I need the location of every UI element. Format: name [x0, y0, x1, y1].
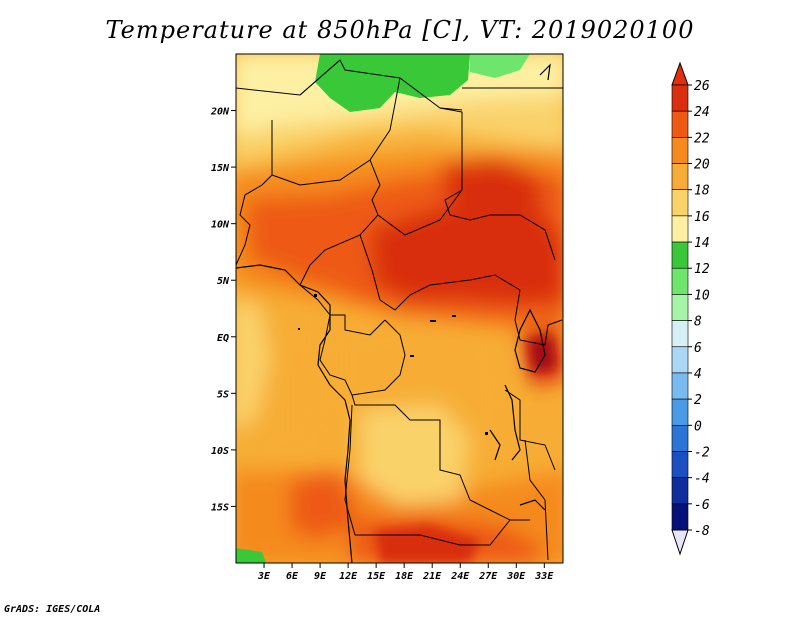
lat-tick-label: 5S [217, 389, 229, 400]
lon-tick-label: 9E [314, 571, 327, 582]
lake-markers [298, 294, 488, 435]
lon-tick-label: 15E [367, 571, 386, 582]
lon-tick-label: 3E [257, 571, 271, 582]
colorbar-swatch [671, 503, 689, 531]
lon-tick-label: 30E [506, 571, 526, 582]
lon-tick-label: 21E [422, 571, 442, 582]
cold-patch-southwest [236, 548, 266, 563]
map-title: Temperature at 850hPa [C], VT: 201902010… [105, 16, 695, 44]
colorbar-swatch [671, 267, 689, 295]
temperature-field [236, 54, 563, 563]
colorbar-lower-arrow [671, 529, 689, 556]
colorbar-label: 2 [694, 393, 702, 408]
colorbar-swatch [671, 477, 689, 505]
cold-patch-north [315, 54, 470, 112]
colorbar-swatch [671, 294, 689, 321]
lon-tick-label: 12E [339, 571, 358, 582]
colorbar-label: 10 [694, 288, 710, 303]
lat-tick-label: 10S [211, 446, 229, 457]
colorbar-swatch [671, 163, 689, 191]
colorbar-swatch [671, 110, 689, 138]
political-borders [236, 59, 563, 561]
field-regions [236, 54, 563, 563]
colorbar-label: 0 [694, 419, 702, 434]
colorbar-label: -6 [694, 498, 710, 513]
latitude-axis: 20N 15N 10N 5N EQ 5S 10S 15S [210, 107, 236, 513]
colorbar-label: 14 [694, 236, 710, 251]
colorbar-label: 16 [694, 210, 710, 225]
colorbar-swatch [671, 372, 689, 400]
lat-tick-label: 15S [211, 502, 229, 513]
colorbar-label: -8 [694, 524, 710, 539]
lat-tick-label: EQ [217, 333, 229, 344]
colorbar-label: 4 [694, 367, 702, 382]
colorbar-swatch [671, 137, 689, 164]
colorbar-upper-arrow [671, 61, 689, 86]
lat-tick-label: 10N [211, 220, 230, 231]
colorbar-swatch [671, 241, 689, 269]
colorbar-swatch [671, 346, 689, 374]
colorbar-label: 22 [694, 131, 710, 146]
credit-label: GrADS: IGES/COLA [4, 604, 101, 615]
colorbar-label: 24 [694, 105, 710, 120]
coastlines [236, 63, 551, 563]
lon-tick-label: 6E [286, 571, 299, 582]
lon-tick-label: 24E [450, 571, 470, 582]
lat-tick-label: 20N [210, 107, 230, 118]
lat-tick-label: 15N [211, 163, 230, 174]
colorbar-swatch [671, 189, 689, 217]
map-frame [235, 53, 564, 564]
colorbar-swatch [671, 451, 689, 478]
colorbar-label: -2 [694, 445, 710, 460]
colorbar-label: 18 [694, 184, 710, 199]
cold-patch-northeast [470, 54, 530, 78]
colorbar-swatch [671, 398, 689, 426]
colorbar-swatch [671, 320, 689, 348]
colorbar-label: 8 [694, 315, 702, 330]
colorbar-label: 20 [694, 158, 710, 173]
colorbar-label: -4 [694, 472, 710, 487]
colorbar-label: 12 [694, 262, 710, 277]
colorbar-label: 26 [694, 79, 710, 94]
lon-tick-label: 33E [534, 571, 554, 582]
colorbar-swatch [671, 84, 689, 112]
longitude-axis: 3E 6E 9E 12E 15E 18E 21E 24E 27E 30E 33E [257, 563, 554, 582]
colorbar-swatch [671, 424, 689, 452]
colorbar-swatch [671, 215, 689, 243]
colorbar-label: 6 [694, 341, 702, 356]
lat-tick-label: 5N [217, 276, 230, 287]
lon-tick-label: 18E [395, 571, 414, 582]
lon-tick-label: 27E [478, 571, 498, 582]
